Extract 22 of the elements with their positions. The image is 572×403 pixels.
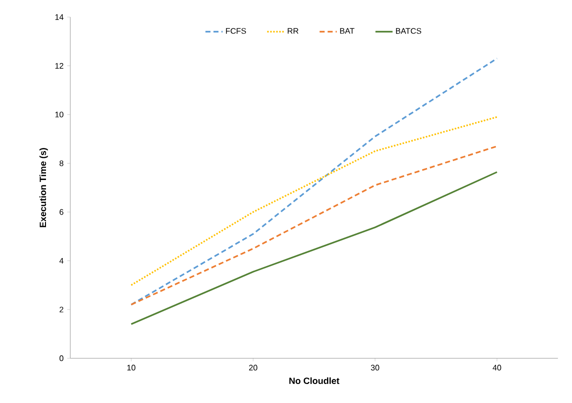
x-axis-title: No Cloudlet xyxy=(289,377,340,384)
x-tick-label: 40 xyxy=(492,364,502,370)
y-axis-title: Execution Time (s) xyxy=(39,148,48,227)
line-series xyxy=(130,171,498,325)
x-tick-label: 30 xyxy=(370,364,380,370)
line-series xyxy=(130,145,498,306)
legend-label: BATCS xyxy=(396,28,422,34)
legend-label: RR xyxy=(288,28,298,34)
x-tick-label: 20 xyxy=(249,364,258,370)
y-tick-label: 8 xyxy=(60,160,64,166)
y-tick-label: 6 xyxy=(60,208,64,215)
y-tick-label: 14 xyxy=(55,14,64,20)
y-tick-label: 0 xyxy=(60,355,64,361)
legend-label: FCFS xyxy=(226,28,246,34)
line-series xyxy=(130,57,498,306)
y-tick-label: 10 xyxy=(55,112,64,118)
x-tick-label: 10 xyxy=(127,364,136,370)
y-tick-label: 4 xyxy=(59,258,64,264)
y-tick-label: 12 xyxy=(55,62,64,68)
y-tick-label: 2 xyxy=(60,306,64,312)
legend-label: BAT xyxy=(340,28,354,34)
line-series xyxy=(130,116,498,286)
